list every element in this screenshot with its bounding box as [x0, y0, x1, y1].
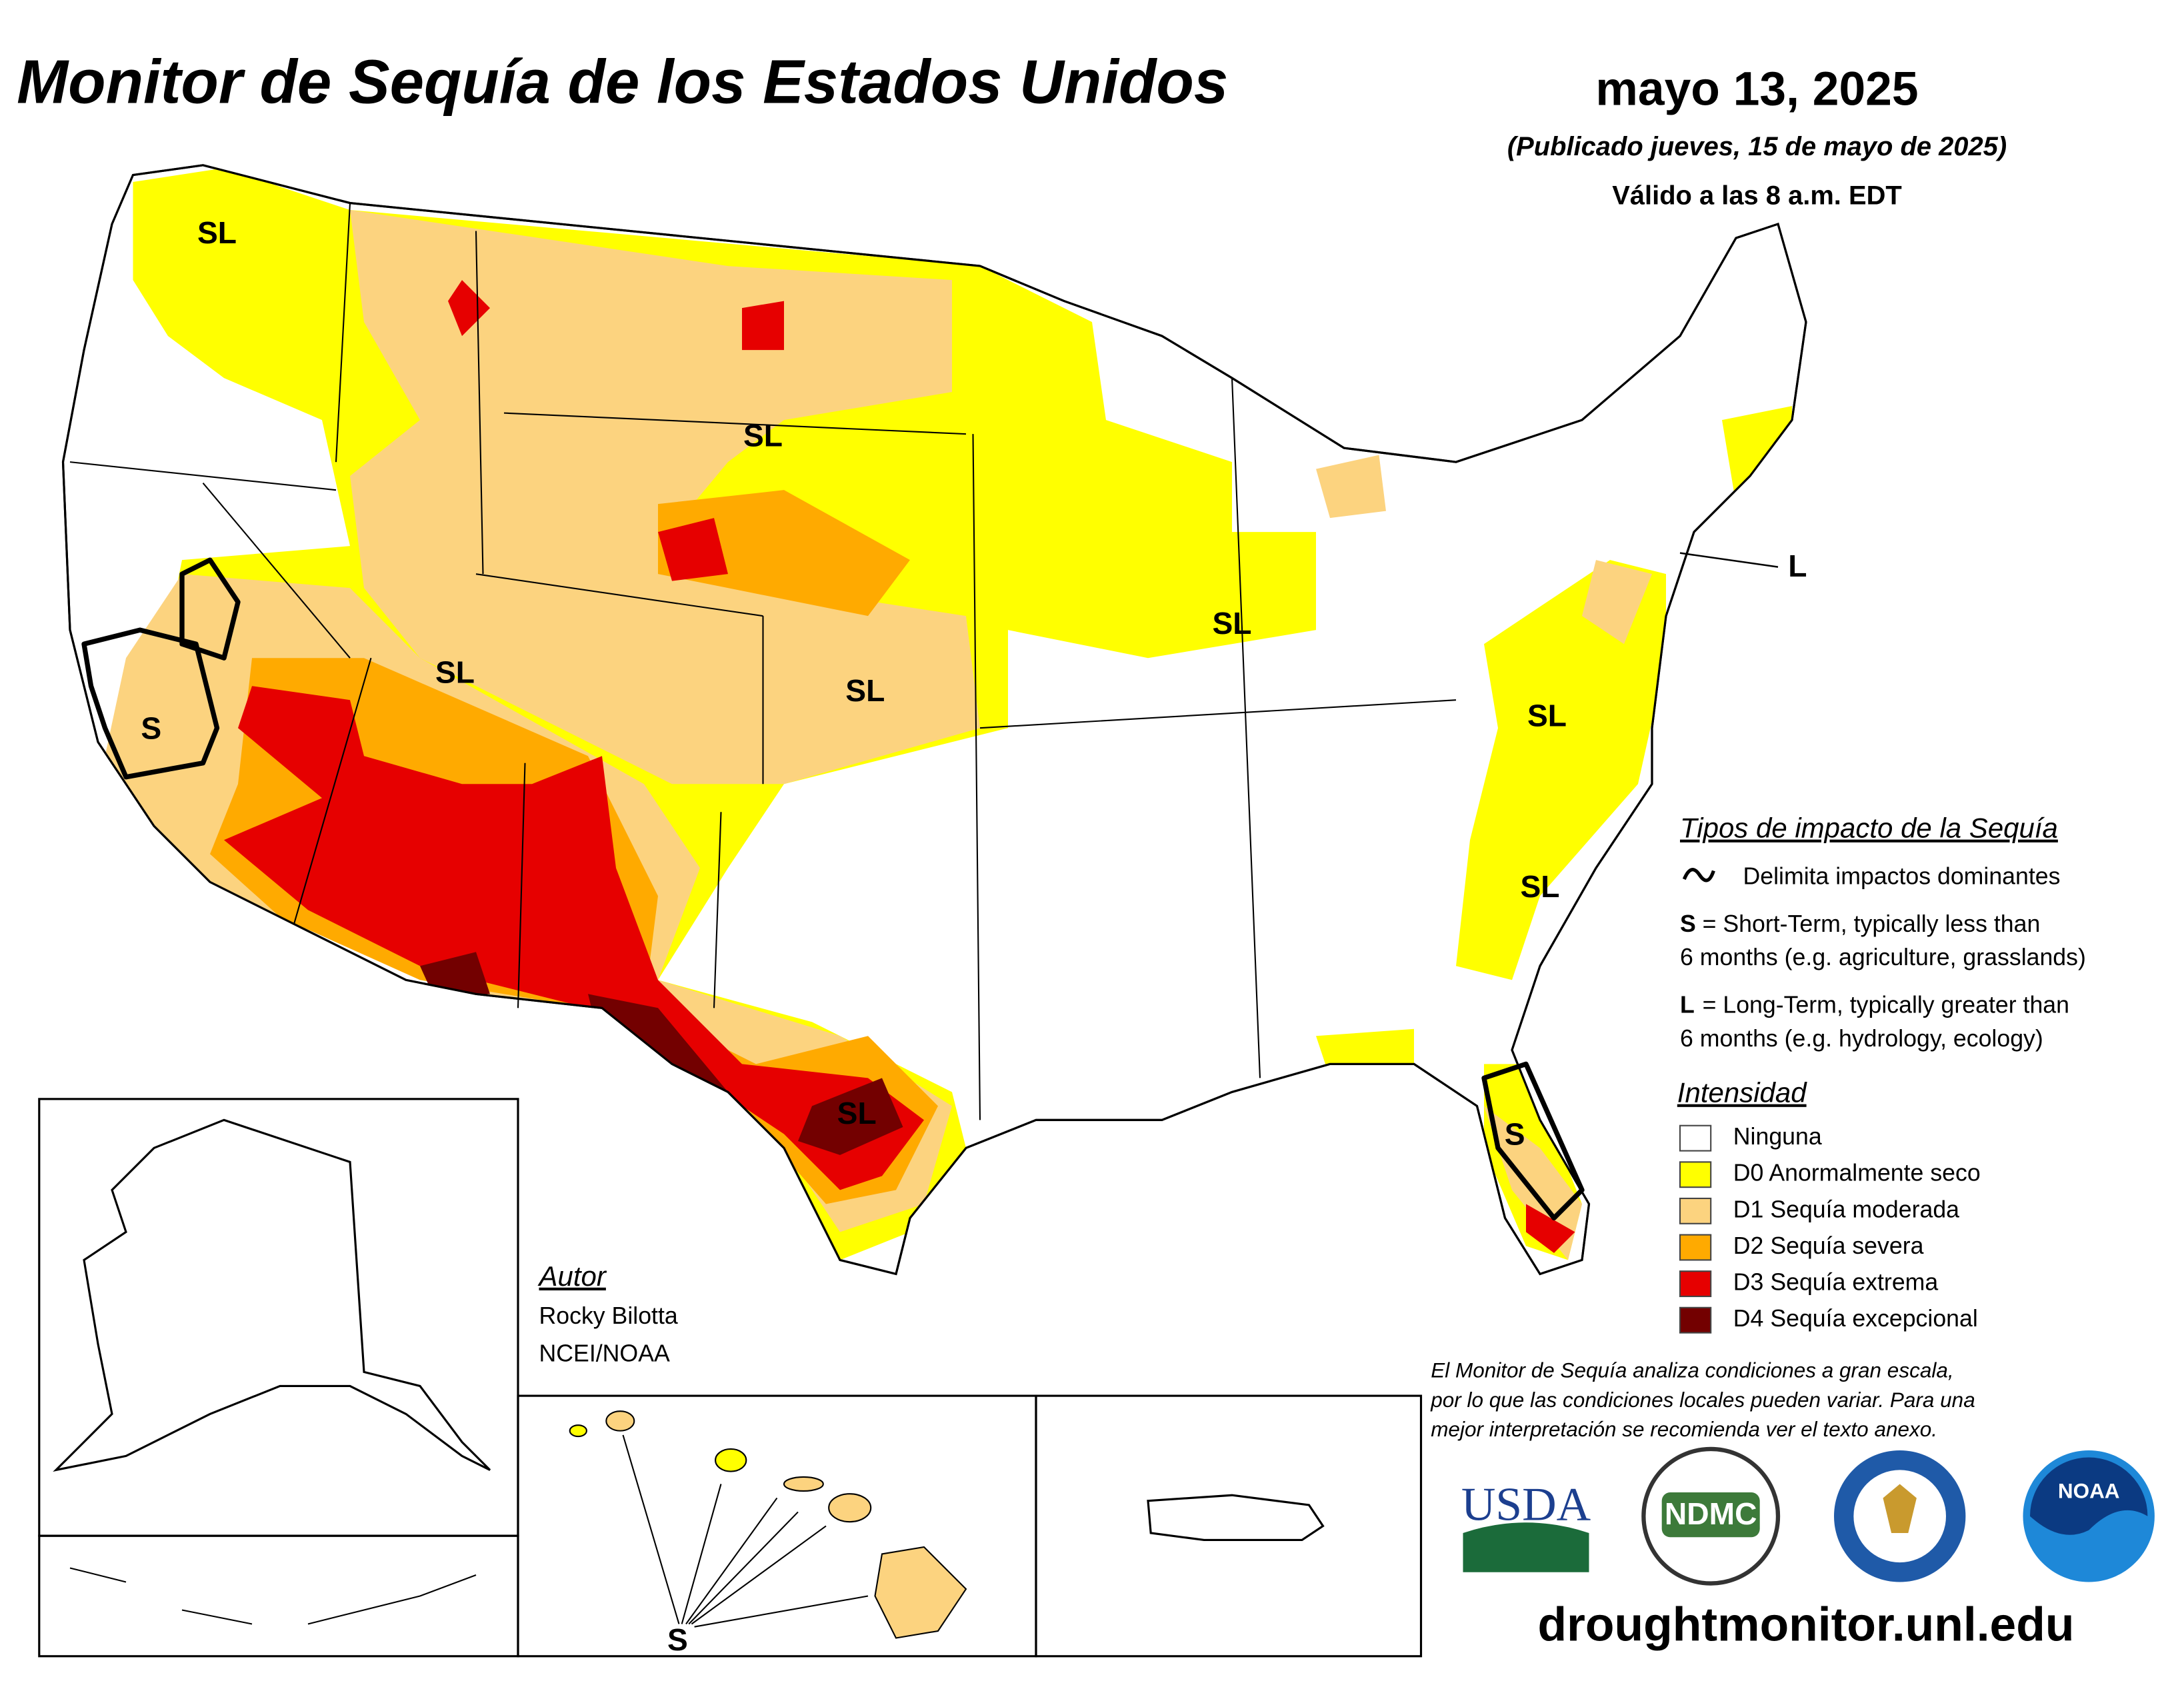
d3-area	[742, 301, 784, 351]
impact-label: SL	[1527, 699, 1567, 733]
d1-area	[1582, 560, 1652, 645]
website-url: droughtmonitor.unl.edu	[1538, 1598, 2075, 1652]
legend-label: D4 Sequía excepcional	[1733, 1305, 1978, 1332]
impact-outline	[1481, 1061, 1585, 1221]
impact-symbol	[1682, 868, 1715, 882]
alaska	[53, 1118, 491, 1472]
island	[715, 1448, 747, 1472]
d3-area	[1526, 1204, 1575, 1253]
d0-area	[1456, 560, 1666, 980]
aleutians-box	[38, 1534, 519, 1658]
island	[874, 1546, 967, 1639]
drought-areas	[105, 168, 1792, 1260]
legend-swatch	[1679, 1197, 1712, 1224]
state-lines	[69, 203, 1457, 1120]
author-title: Autor	[537, 1260, 607, 1292]
disclaimer-line: mejor interpretación se recomienda ver e…	[1431, 1417, 1937, 1441]
impact-legend-text: = Short-Term, typically less than	[1703, 910, 2041, 937]
d3-area	[448, 280, 490, 337]
d2-area	[658, 490, 910, 617]
impact-label: SL	[1212, 606, 1251, 641]
legend-swatch	[1679, 1234, 1712, 1261]
label-pointer	[1679, 552, 1779, 568]
d1-area	[350, 210, 980, 785]
impact-legend-text: 6 months (e.g. hydrology, ecology)	[1680, 1025, 2043, 1052]
hawaii-box	[517, 1394, 1037, 1658]
legend-label: D0 Anormalmente seco	[1733, 1160, 1981, 1186]
impact-legend: Delimita impactos dominantes S = Short-Ter…	[1680, 862, 2086, 1052]
author-name: Rocky Bilotta	[539, 1302, 678, 1329]
us-border	[61, 164, 1807, 1276]
impact-legend-key: L	[1680, 992, 1695, 1018]
valid-time: Válido a las 8 a.m. EDT	[1612, 181, 1902, 211]
island	[783, 1476, 824, 1492]
d3-area	[224, 686, 924, 1190]
legend-label: Ninguna	[1733, 1123, 1822, 1150]
logo-usda: USDA	[1461, 1478, 1591, 1531]
impact-label: S	[667, 1622, 688, 1657]
d0-area	[1316, 1028, 1414, 1078]
island	[605, 1410, 635, 1432]
intensity-legend-title: Intensidad	[1677, 1077, 1807, 1108]
author-org: NCEI/NOAA	[539, 1340, 670, 1367]
impact-label: SL	[845, 673, 885, 708]
legend-swatch	[1679, 1270, 1712, 1298]
impact-label: L	[1788, 549, 1807, 583]
impact-outline	[81, 627, 220, 780]
disclaimer: El Monitor de Sequía analiza condiciones…	[1430, 1358, 1975, 1441]
impact-label: SL	[837, 1096, 877, 1130]
impact-label: SL	[743, 419, 783, 453]
d4-area	[798, 1078, 903, 1155]
island	[569, 1424, 587, 1438]
legend-swatch	[1679, 1161, 1712, 1188]
impact-legend-text: = Long-Term, typically greater than	[1703, 992, 2069, 1018]
hawaii-islands	[569, 1410, 967, 1639]
logo-noaa: NOAA	[2058, 1478, 2120, 1502]
doc-eagle	[1883, 1484, 1917, 1533]
d1-area	[1316, 455, 1386, 519]
disclaimer-line: por lo que las condiciones locales puede…	[1430, 1388, 1975, 1412]
aleutian-islands	[69, 1567, 477, 1625]
impact-legend-text: 6 months (e.g. agriculture, grasslands)	[1680, 944, 2086, 970]
disclaimer-line: El Monitor de Sequía analiza condiciones…	[1431, 1358, 1953, 1382]
legend-swatch	[1679, 1124, 1712, 1152]
impact-label: SL	[435, 655, 475, 690]
legend-label: D1 Sequía moderada	[1733, 1196, 1959, 1222]
impact-label: S	[1505, 1117, 1525, 1152]
logos: USDA NDMC NOAA	[1461, 1446, 2155, 1586]
puerto-rico	[1147, 1494, 1325, 1542]
logo-ndmc: NDMC	[1665, 1496, 1757, 1531]
d1-area	[1484, 1106, 1582, 1260]
conus-map	[61, 164, 1807, 1276]
puerto-rico-box	[1035, 1394, 1423, 1658]
island	[828, 1493, 872, 1523]
legend-label: D2 Sequía severa	[1733, 1232, 1924, 1259]
impact-label: SL	[197, 215, 237, 250]
legend-label: D3 Sequía extrema	[1733, 1269, 1939, 1296]
noaa-sky	[2030, 1457, 2148, 1535]
ndmc-badge	[1661, 1492, 1760, 1538]
impact-label: S	[141, 711, 161, 746]
impact-pointers	[622, 1434, 869, 1628]
date: mayo 13, 2025	[1595, 62, 1918, 115]
published: (Publicado jueves, 15 de mayo de 2025)	[1507, 132, 2007, 161]
impact-legend-key: S	[1680, 910, 1696, 937]
impact-label: SL	[1520, 869, 1559, 904]
legend-swatch	[1679, 1306, 1712, 1334]
impact-legend-text: Delimita impactos dominantes	[1743, 862, 2061, 889]
impact-legend-title: Tipos de impacto de la Sequía	[1680, 813, 2058, 844]
usda-swoosh	[1463, 1522, 1589, 1572]
intensity-legend: Ninguna D0 Anormalmente seco D1 Sequía mod…	[1679, 1123, 1981, 1334]
d3-area	[658, 518, 728, 581]
title: Monitor de Sequía de los Estados Unidos	[17, 47, 1228, 117]
impact-outline	[179, 557, 241, 661]
